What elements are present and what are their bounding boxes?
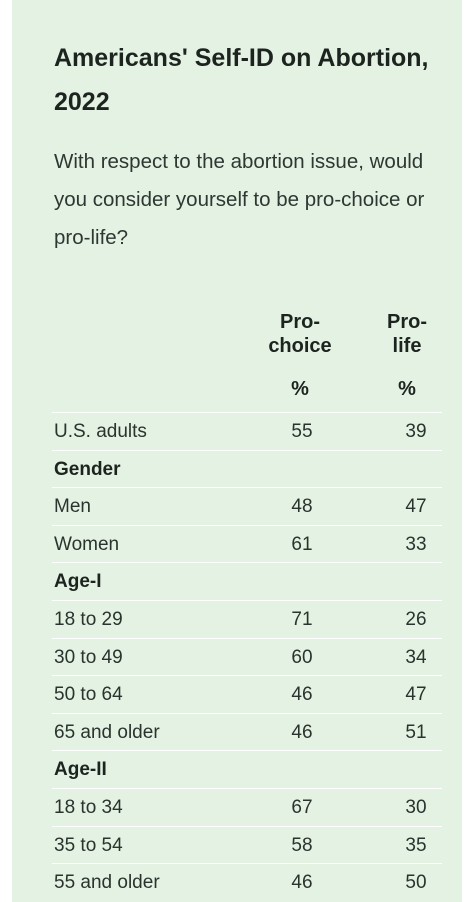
column-header-pro-life: Pro- life (378, 310, 436, 358)
pro-choice-value: 46 (291, 721, 313, 743)
pro-life-value: 35 (405, 834, 427, 856)
table-row: 30 to 49 60 34 (52, 637, 442, 676)
pro-choice-value: 71 (291, 608, 313, 630)
pro-life-value: 33 (405, 533, 427, 555)
pro-choice-value: 67 (291, 796, 313, 818)
column-header-pro-choice: Pro- choice (262, 310, 338, 358)
row-label: U.S. adults (54, 421, 147, 442)
row-label: 18 to 29 (54, 608, 123, 630)
pro-life-value: 30 (405, 796, 427, 818)
pro-choice-value: 58 (291, 834, 313, 856)
survey-card: Americans' Self-ID on Abortion, 2022 Wit… (12, 0, 462, 902)
pro-life-value: 47 (405, 496, 427, 518)
row-label: 18 to 34 (54, 796, 123, 818)
table-row: Men 48 47 (52, 487, 442, 525)
table-row: Women 61 33 (52, 524, 442, 563)
row-label: 55 and older (54, 872, 160, 894)
row-label: 50 to 64 (54, 684, 123, 706)
table-row: 18 to 34 67 30 (52, 787, 442, 826)
unit-label-pro-life: % (398, 378, 416, 400)
pro-choice-value: 46 (291, 684, 313, 706)
row-label: 30 to 49 (54, 646, 123, 668)
group-label: Age-II (54, 759, 107, 781)
pro-life-value: 51 (405, 721, 427, 743)
survey-question: With respect to the abortion issue, woul… (54, 150, 425, 249)
results-table: U.S. adults 55 39 Gender Men 48 47 Women 61 33 Age… (52, 412, 442, 901)
pro-life-value: 26 (405, 608, 427, 630)
pro-choice-value: 55 (291, 421, 313, 442)
pro-choice-value: 61 (291, 533, 313, 555)
pro-choice-value: 48 (291, 496, 313, 518)
column-header-pro-choice-line1: Pro- (280, 311, 320, 333)
pro-life-value: 50 (405, 872, 427, 894)
column-header-pro-choice-line2: choice (268, 335, 332, 357)
table-row: 65 and older 46 51 (52, 712, 442, 751)
table-row: 35 to 54 58 35 (52, 825, 442, 864)
table-row: U.S. adults 55 39 (52, 412, 442, 450)
table-title: Americans' Self-ID on Abortion, 2022 (54, 44, 429, 116)
group-header-row: Gender (52, 449, 442, 488)
table-row: 50 to 64 46 47 (52, 675, 442, 713)
column-header-pro-life-line1: Pro- (387, 311, 427, 333)
table-row: 18 to 29 71 26 (52, 599, 442, 638)
unit-label-pro-choice: % (291, 378, 309, 400)
row-label: 35 to 54 (54, 834, 123, 856)
pro-choice-value: 60 (291, 646, 313, 668)
column-header-pro-life-line2: life (392, 335, 422, 357)
row-label: Men (54, 496, 91, 518)
pro-life-value: 39 (405, 421, 427, 442)
pro-life-value: 47 (405, 684, 427, 706)
table-row: 55 and older 46 50 (52, 863, 442, 901)
pro-choice-value: 46 (291, 872, 313, 894)
pro-life-value: 34 (405, 646, 427, 668)
group-label: Age-I (54, 571, 102, 593)
group-label: Gender (54, 458, 121, 480)
group-header-row: Age-II (52, 750, 442, 788)
group-header-row: Age-I (52, 562, 442, 600)
row-label: 65 and older (54, 721, 160, 743)
row-label: Women (54, 533, 120, 555)
